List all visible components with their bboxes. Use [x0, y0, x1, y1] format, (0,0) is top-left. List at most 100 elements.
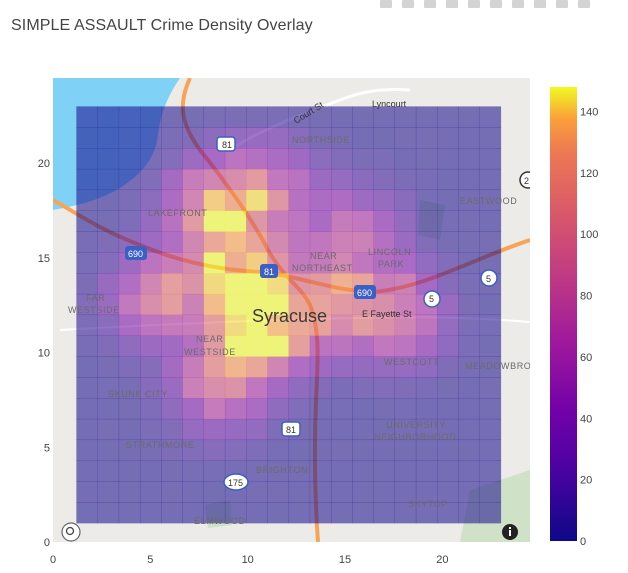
- heatmap-cell: [415, 335, 438, 357]
- heatmap-cell: [246, 481, 268, 503]
- heatmap-cell: [161, 168, 183, 191]
- heatmap-cell: [373, 210, 395, 232]
- heatmap-cell: [203, 148, 226, 170]
- heatmap-cell: [246, 418, 268, 441]
- heatmap-cell: [352, 168, 374, 191]
- lasso-icon[interactable]: [446, 0, 458, 8]
- heatmap-cell: [309, 460, 332, 482]
- heatmap-cell: [118, 481, 141, 503]
- street-label: Lyncourt: [372, 99, 407, 109]
- heatmap-cell: [373, 231, 395, 253]
- colorbar: [550, 87, 577, 541]
- heatmap-cell: [415, 168, 438, 191]
- heatmap-cell: [458, 252, 480, 274]
- heatmap-cell: [76, 377, 98, 399]
- heatmap-cell: [97, 377, 120, 399]
- heatmap-cell: [76, 481, 98, 503]
- heatmap-cell: [246, 335, 268, 357]
- heatmap-cell: [161, 127, 183, 149]
- heatmap-cell: [140, 293, 162, 316]
- heatmap-cell: [203, 398, 226, 420]
- zoom-in-icon[interactable]: [490, 0, 502, 8]
- heatmap-cell: [97, 106, 120, 128]
- heatmap-cell: [76, 252, 98, 274]
- heatmap-cell: [394, 210, 417, 232]
- heatmap-cell: [182, 127, 204, 149]
- heatmap-cell: [415, 460, 438, 482]
- heatmap-cell: [479, 377, 502, 399]
- heatmap-cell: [331, 460, 353, 482]
- heatmap-cell: [182, 273, 204, 295]
- heatmap-cell: [352, 377, 374, 399]
- heatmap-cell: [97, 481, 120, 503]
- heatmap-cell: [415, 231, 438, 253]
- heatmap-cell: [437, 502, 459, 524]
- heatmap-cell: [479, 335, 502, 357]
- heatmap-cell: [415, 314, 438, 336]
- heatmap-cell: [352, 398, 374, 420]
- heatmap-cell: [161, 377, 183, 399]
- heatmap-cell: [352, 189, 374, 211]
- heatmap-cell: [246, 293, 268, 316]
- select-icon[interactable]: [468, 0, 480, 8]
- heatmap-cell: [246, 398, 268, 420]
- place-label: LINCOLN: [368, 247, 411, 257]
- pan-icon[interactable]: [424, 0, 436, 8]
- heatmap-cell: [394, 502, 417, 524]
- map-control-search[interactable]: [61, 522, 81, 542]
- heatmap-cell: [76, 127, 98, 149]
- heatmap-cell: [267, 439, 289, 461]
- heatmap-cell: [118, 314, 141, 336]
- heatmap-cell: [267, 106, 289, 128]
- modebar: [380, 0, 590, 10]
- info-button[interactable]: [502, 524, 518, 540]
- heatmap-cell: [437, 127, 459, 149]
- x-tick-label: 20: [436, 554, 448, 566]
- heatmap-cell: [161, 231, 183, 253]
- x-tick-label: 0: [50, 554, 56, 566]
- heatmap-cell: [288, 335, 311, 357]
- heatmap-cell: [479, 502, 502, 524]
- heatmap-cell: [76, 168, 98, 191]
- heatmap-cell: [203, 189, 226, 211]
- heatmap-cell: [373, 273, 395, 295]
- zoom-icon[interactable]: [402, 0, 414, 8]
- heatmap-cell: [97, 418, 120, 441]
- place-label: STRATHMORE: [126, 440, 194, 450]
- heatmap-cell: [246, 168, 268, 191]
- heatmap-cell: [224, 293, 247, 316]
- heatmap-cell: [309, 210, 332, 232]
- heatmap-cell: [246, 106, 268, 128]
- heatmap-cell: [267, 273, 289, 295]
- heatmap-cell: [331, 398, 353, 420]
- x-tick-label: 10: [242, 554, 254, 566]
- heatmap-cell: [182, 231, 204, 253]
- heatmap-cell: [76, 210, 98, 232]
- heatmap-cell: [203, 273, 226, 295]
- place-label: NORTHSIDE: [292, 135, 350, 145]
- x-tick-label: 5: [147, 554, 153, 566]
- heatmap-cell: [458, 231, 480, 253]
- heatmap-cell: [97, 252, 120, 274]
- heatmap-cell: [97, 293, 120, 316]
- zoom-out-icon[interactable]: [512, 0, 524, 8]
- plotly-logo-icon[interactable]: [578, 0, 590, 8]
- heatmap-cell: [161, 356, 183, 378]
- heatmap-cell: [140, 398, 162, 420]
- heatmap-cell: [458, 168, 480, 191]
- heatmap-cell: [458, 314, 480, 336]
- heatmap-cell: [246, 314, 268, 336]
- heatmap-cell: [203, 439, 226, 461]
- autoscale-icon[interactable]: [534, 0, 546, 8]
- heatmap-cell: [203, 293, 226, 316]
- heatmap-cell: [479, 127, 502, 149]
- heatmap-cell: [288, 106, 311, 128]
- heatmap-cell: [309, 314, 332, 336]
- heatmap-cell: [373, 252, 395, 274]
- heatmap-cell: [373, 127, 395, 149]
- camera-icon[interactable]: [380, 0, 392, 8]
- heatmap-cell: [437, 273, 459, 295]
- reset-icon[interactable]: [556, 0, 568, 8]
- heatmap-cell: [331, 293, 353, 316]
